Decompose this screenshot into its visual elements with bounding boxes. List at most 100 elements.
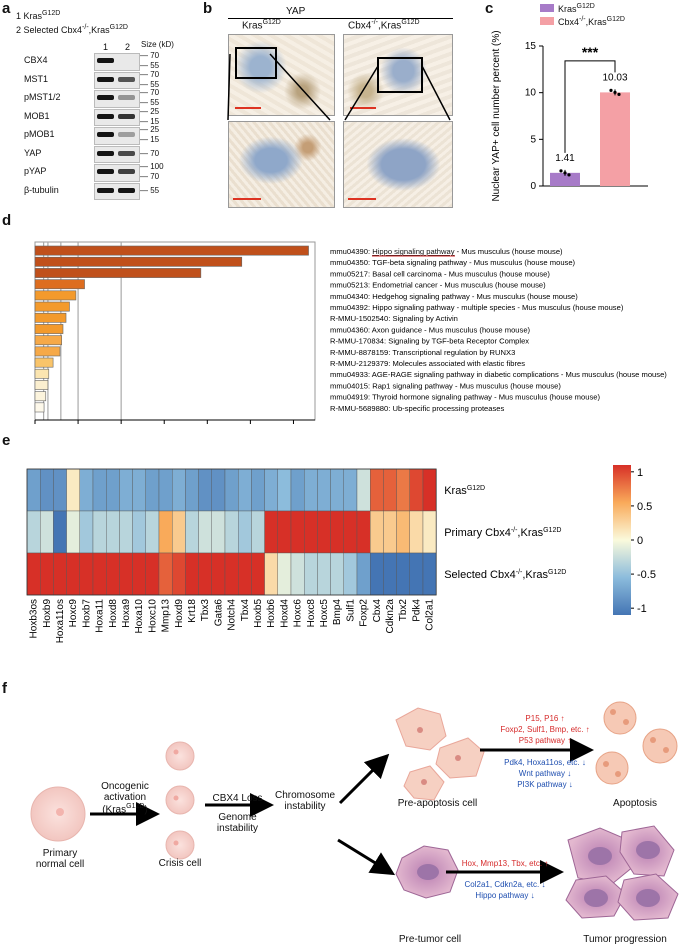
d-term-label: mmu04340: Hedgehog signaling pathway - M…	[330, 292, 578, 301]
e-column-label: Sulf1	[345, 599, 356, 622]
blot-size-marker: — 70	[140, 172, 160, 181]
legend-cbx4-mid: ,Kras	[585, 17, 607, 27]
e-heatmap-cell	[53, 552, 67, 596]
e-heatmap-cell	[264, 468, 279, 512]
blot-strip	[94, 145, 140, 163]
e-heatmap-cell	[105, 510, 120, 554]
e-heatmap-cell	[92, 510, 107, 554]
panel-b-col2: Cbx4-/-,KrasG12D	[348, 19, 420, 31]
pre-apoptosis-label: Pre-apoptosis cell	[397, 798, 478, 809]
legend-cbx4-sup2: G12D	[606, 16, 625, 23]
d-bar	[34, 268, 202, 278]
blot-size-marker: — 25	[140, 125, 160, 134]
lane-2-label: 2	[125, 42, 131, 52]
scale-bar-right-bottom	[348, 198, 376, 200]
d-term-rest: Hedgehog signaling pathway - Mus musculu…	[372, 292, 578, 301]
d-term-id: R-MMU-8878159:	[330, 348, 392, 357]
d-term-id: R-MMU-5689880:	[330, 404, 392, 413]
d-term-id: mmu04015:	[330, 381, 372, 390]
scale-bar-right-top	[350, 107, 376, 109]
c-data-point	[559, 169, 563, 173]
e-heatmap-cell	[317, 510, 331, 554]
e-heatmap-cell	[26, 552, 41, 596]
e-row-label-part: Kras	[444, 485, 467, 497]
blot-row-label: pYAP	[24, 166, 47, 176]
c-y-tick-label: 5	[530, 134, 536, 145]
blot-row-label: pMST1/2	[24, 92, 61, 102]
d-term-id: mmu05213:	[330, 281, 372, 290]
c-data-point	[613, 90, 617, 94]
ihc-kras-high-mag	[228, 121, 335, 208]
panel-f-diagram	[30, 701, 679, 921]
d-term-rest: Molecules associated with elastic fibres	[392, 359, 525, 368]
e-row-label-part: Primary Cbx4	[444, 527, 511, 539]
e-colorbar-tick-label: 0	[637, 535, 643, 547]
e-heatmap-cell	[237, 468, 252, 512]
e-heatmap-cell	[185, 468, 199, 512]
e-colorbar-tick-label: -0.5	[637, 569, 656, 581]
legend-cbx4: Cbx4-/-,KrasG12D	[540, 16, 625, 27]
apoptosis-cell-icon	[595, 701, 678, 785]
ihc-cbx4-low-mag	[343, 34, 453, 116]
tumor-down-item: Hippo pathway ↓	[475, 891, 535, 900]
c-data-point	[609, 88, 613, 92]
scale-bar-left-bottom	[233, 198, 261, 200]
oncogenic-sup: G12D	[126, 803, 145, 810]
e-heatmap-cell	[145, 552, 160, 596]
e-heatmap-cell	[171, 468, 186, 512]
e-heatmap-cell	[317, 552, 331, 596]
panel-a-label: a	[2, 0, 11, 17]
e-heatmap-cell	[264, 552, 279, 596]
e-row-label-part: ,Kras	[522, 569, 548, 581]
e-heatmap-cell	[330, 510, 345, 554]
legend-1-text: 1 Kras	[16, 11, 43, 21]
e-heatmap-cell	[39, 510, 54, 554]
legend-kras-name: Kras	[558, 4, 577, 14]
e-heatmap-cell	[119, 552, 133, 596]
tumor-down-list: Col2a1, Cdkn2a, etc. ↓ Hippo pathway ↓	[450, 879, 560, 901]
e-column-label: Hoxc9	[68, 599, 79, 628]
e-heatmap-cell	[370, 510, 384, 554]
c-y-tick-label: 10	[525, 88, 537, 99]
e-column-label: Hoxa11os	[55, 599, 66, 643]
blot-size-marker: — 70	[140, 148, 160, 158]
d-bar	[34, 301, 70, 312]
e-column-label: Hoxd9	[174, 599, 185, 628]
c-data-point	[567, 173, 571, 177]
d-term-id: mmu05217:	[330, 269, 372, 278]
blot-band	[97, 169, 114, 174]
e-heatmap-cell	[158, 510, 173, 554]
e-heatmap-cell	[53, 510, 67, 554]
e-heatmap-cell	[211, 468, 226, 512]
blot-band	[118, 169, 135, 174]
e-heatmap-cell	[277, 552, 292, 596]
e-column-label: Hoxc8	[306, 599, 317, 628]
legend-2-text: 2 Selected Cbx4	[16, 25, 83, 35]
c-data-point	[617, 92, 621, 96]
e-heatmap-cell	[396, 468, 411, 512]
blot-size-marker: — 15	[140, 116, 160, 126]
e-heatmap-cell	[132, 468, 146, 512]
e-heatmap-cell	[66, 552, 80, 596]
d-term-rest: Basal cell carcinoma - Mus musculus (hou…	[372, 269, 550, 278]
d-term-id: R-MMU-170834:	[330, 337, 388, 346]
blot-band	[118, 187, 135, 193]
blot-strip	[94, 182, 140, 200]
blot-band	[118, 132, 135, 137]
c-bar	[600, 92, 630, 186]
e-heatmap-cell	[119, 510, 133, 554]
e-row-label-sup: G12D	[548, 569, 566, 576]
e-column-label: Hoxb7	[81, 599, 92, 628]
e-heatmap-cell	[224, 510, 239, 554]
e-heatmap-cell	[224, 552, 239, 596]
e-row-label-sup: G12D	[467, 485, 485, 492]
e-heatmap-cell	[26, 510, 41, 554]
panel-d-label: d	[2, 212, 12, 229]
e-heatmap-cell	[330, 468, 345, 512]
e-heatmap-cell	[409, 468, 424, 512]
e-heatmap-cell	[132, 552, 146, 596]
e-heatmap-cell	[158, 468, 173, 512]
blot-band	[97, 58, 114, 63]
pre-apoptosis-cell-icon	[395, 707, 485, 801]
zoom-lines	[227, 53, 451, 121]
